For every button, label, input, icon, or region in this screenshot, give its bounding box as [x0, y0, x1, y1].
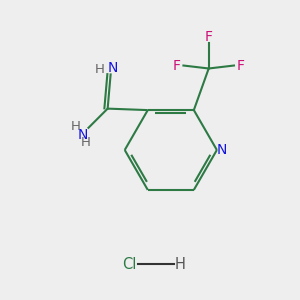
- Text: N: N: [108, 61, 118, 75]
- Text: N: N: [217, 143, 227, 157]
- Text: H: H: [174, 257, 185, 272]
- Text: N: N: [77, 128, 88, 142]
- Text: H: H: [94, 63, 104, 76]
- Text: F: F: [236, 58, 244, 73]
- Text: H: H: [80, 136, 90, 149]
- Text: F: F: [205, 30, 213, 44]
- Text: Cl: Cl: [122, 257, 136, 272]
- Text: H: H: [71, 120, 81, 133]
- Text: F: F: [173, 58, 181, 73]
